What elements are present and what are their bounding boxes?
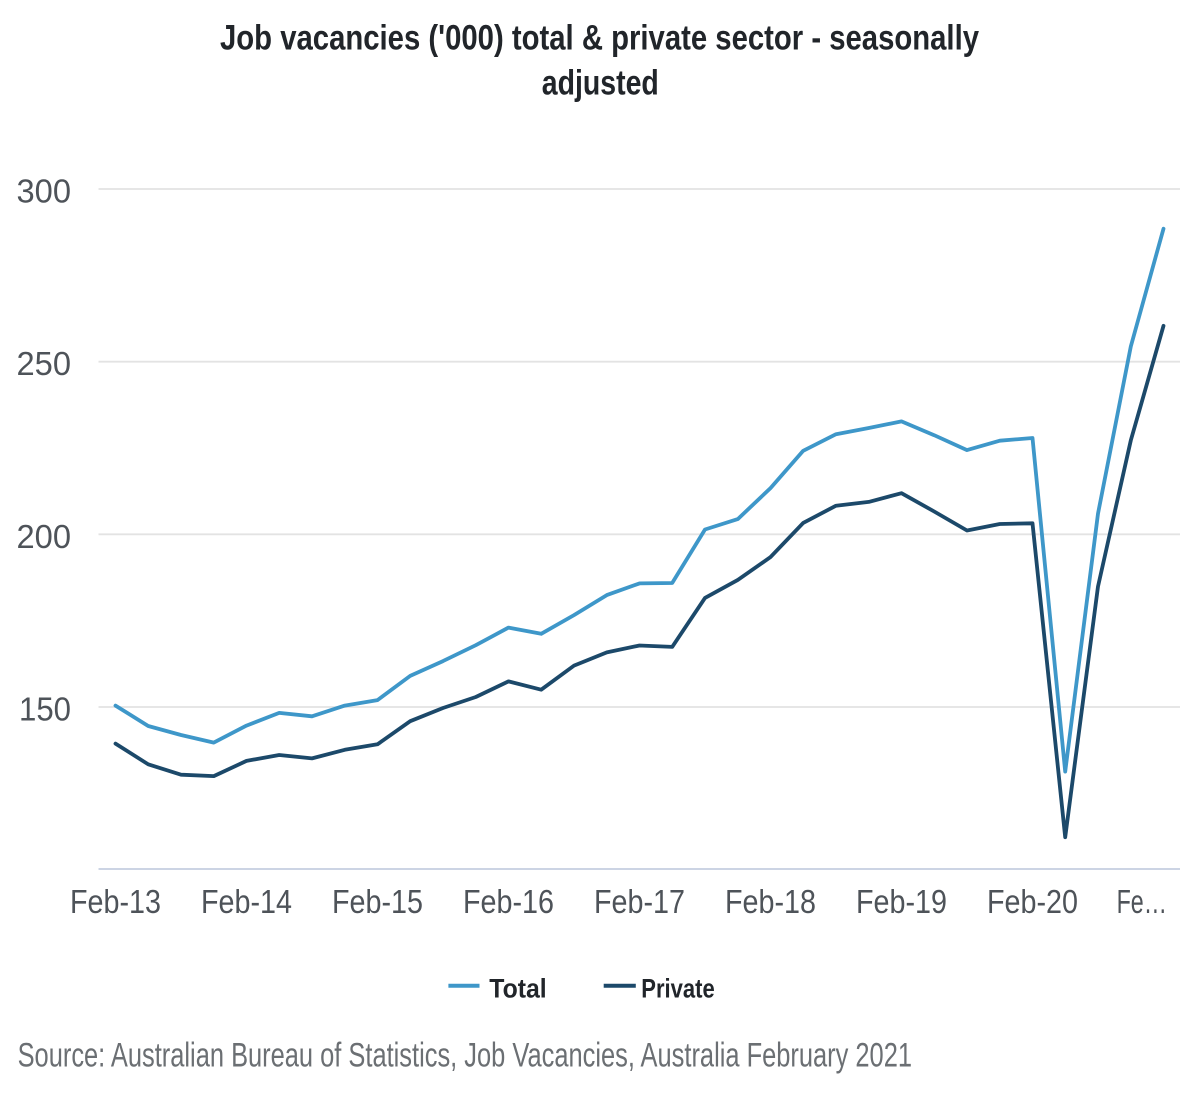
svg-text:Feb-20: Feb-20 bbox=[987, 883, 1078, 920]
svg-text:Feb-17: Feb-17 bbox=[594, 883, 685, 920]
svg-text:Feb-14: Feb-14 bbox=[201, 883, 292, 920]
svg-text:Job vacancies ('000) total & p: Job vacancies ('000) total & private sec… bbox=[220, 18, 979, 57]
svg-text:250: 250 bbox=[17, 345, 72, 382]
svg-text:Feb-16: Feb-16 bbox=[463, 883, 554, 920]
svg-text:200: 200 bbox=[17, 518, 72, 555]
svg-text:Feb-13: Feb-13 bbox=[70, 883, 161, 920]
svg-text:150: 150 bbox=[19, 691, 71, 728]
svg-text:Fe…: Fe… bbox=[1117, 883, 1167, 920]
svg-text:Feb-19: Feb-19 bbox=[856, 883, 947, 920]
svg-text:Private: Private bbox=[641, 973, 714, 1003]
svg-text:Feb-18: Feb-18 bbox=[725, 883, 816, 920]
svg-text:Total: Total bbox=[489, 973, 546, 1003]
svg-text:adjusted: adjusted bbox=[542, 64, 659, 103]
svg-text:Source: Australian Bureau of S: Source: Australian Bureau of Statistics,… bbox=[18, 1036, 912, 1074]
svg-text:Feb-15: Feb-15 bbox=[332, 883, 423, 920]
svg-text:300: 300 bbox=[17, 173, 72, 210]
